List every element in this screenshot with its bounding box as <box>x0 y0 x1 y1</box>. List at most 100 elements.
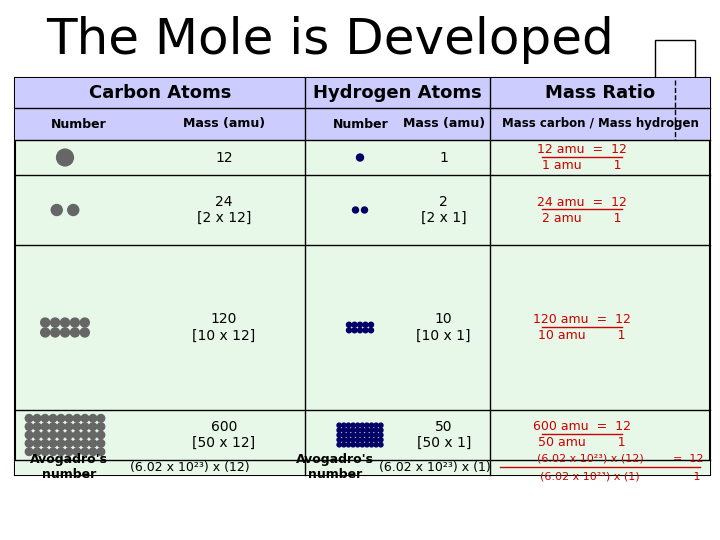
Circle shape <box>369 428 374 433</box>
Circle shape <box>365 437 369 442</box>
Circle shape <box>60 328 70 337</box>
Circle shape <box>49 448 57 456</box>
Circle shape <box>49 431 57 439</box>
Circle shape <box>89 431 96 439</box>
Text: Mass Ratio: Mass Ratio <box>545 84 655 102</box>
FancyBboxPatch shape <box>655 40 695 80</box>
Circle shape <box>369 322 374 327</box>
Text: =  12: = 12 <box>672 454 703 463</box>
Text: Carbon Atoms: Carbon Atoms <box>89 84 231 102</box>
Circle shape <box>41 423 49 430</box>
Text: 10
[10 x 1]: 10 [10 x 1] <box>416 313 471 342</box>
Circle shape <box>351 423 355 428</box>
Circle shape <box>50 328 60 337</box>
FancyBboxPatch shape <box>15 460 710 475</box>
Text: Avogadro's
number: Avogadro's number <box>296 454 374 482</box>
Circle shape <box>360 433 364 437</box>
Circle shape <box>73 448 81 456</box>
Circle shape <box>356 437 360 442</box>
Circle shape <box>379 428 383 433</box>
Circle shape <box>356 423 360 428</box>
Circle shape <box>57 415 65 422</box>
Circle shape <box>379 442 383 447</box>
Circle shape <box>33 415 41 422</box>
Text: (6.02 x 10²³) x (1): (6.02 x 10²³) x (1) <box>540 471 640 482</box>
Text: Mass (amu): Mass (amu) <box>402 118 485 131</box>
Text: 1: 1 <box>439 151 448 165</box>
Circle shape <box>346 437 351 442</box>
Circle shape <box>369 423 374 428</box>
Circle shape <box>49 440 57 447</box>
Circle shape <box>89 440 96 447</box>
Circle shape <box>73 440 81 447</box>
Circle shape <box>97 415 104 422</box>
Circle shape <box>351 442 355 447</box>
Circle shape <box>346 328 351 333</box>
Circle shape <box>369 433 374 437</box>
Circle shape <box>33 431 41 439</box>
Circle shape <box>57 149 73 166</box>
Circle shape <box>356 442 360 447</box>
Circle shape <box>341 437 346 442</box>
Circle shape <box>89 415 96 422</box>
Circle shape <box>353 207 359 213</box>
Circle shape <box>363 322 368 327</box>
Text: 50
[50 x 1]: 50 [50 x 1] <box>417 420 471 450</box>
Circle shape <box>57 423 65 430</box>
Circle shape <box>41 448 49 456</box>
Text: Avogadro's
number: Avogadro's number <box>30 454 108 482</box>
Circle shape <box>346 433 351 437</box>
Circle shape <box>50 318 60 327</box>
Circle shape <box>360 423 364 428</box>
Circle shape <box>97 448 104 456</box>
Circle shape <box>97 431 104 439</box>
Circle shape <box>57 440 65 447</box>
Text: 24
[2 x 12]: 24 [2 x 12] <box>197 195 251 225</box>
Circle shape <box>25 440 33 447</box>
Circle shape <box>365 423 369 428</box>
Circle shape <box>365 433 369 437</box>
Text: 12 amu  =  12: 12 amu = 12 <box>537 143 627 156</box>
Circle shape <box>97 440 104 447</box>
Text: 600
[50 x 12]: 600 [50 x 12] <box>192 420 256 450</box>
Circle shape <box>49 423 57 430</box>
Circle shape <box>25 431 33 439</box>
Circle shape <box>81 440 89 447</box>
Circle shape <box>25 423 33 430</box>
Circle shape <box>369 328 374 333</box>
Text: 12: 12 <box>215 151 233 165</box>
Text: 50 amu        1: 50 amu 1 <box>538 436 626 449</box>
Text: 10 amu        1: 10 amu 1 <box>539 329 626 342</box>
Circle shape <box>341 442 346 447</box>
Circle shape <box>81 328 89 337</box>
Circle shape <box>81 318 89 327</box>
Circle shape <box>66 415 73 422</box>
Circle shape <box>33 423 41 430</box>
Circle shape <box>41 318 50 327</box>
Circle shape <box>71 318 79 327</box>
Circle shape <box>41 328 50 337</box>
Circle shape <box>356 428 360 433</box>
Circle shape <box>341 423 346 428</box>
Circle shape <box>360 442 364 447</box>
Circle shape <box>369 442 374 447</box>
Circle shape <box>41 431 49 439</box>
Circle shape <box>57 448 65 456</box>
Circle shape <box>41 415 49 422</box>
FancyBboxPatch shape <box>15 78 710 475</box>
Circle shape <box>363 328 368 333</box>
Circle shape <box>73 431 81 439</box>
Circle shape <box>51 205 62 215</box>
Circle shape <box>374 437 379 442</box>
Circle shape <box>337 437 341 442</box>
Circle shape <box>81 423 89 430</box>
Circle shape <box>68 205 78 215</box>
Circle shape <box>346 442 351 447</box>
Circle shape <box>374 428 379 433</box>
Circle shape <box>337 428 341 433</box>
Circle shape <box>25 415 33 422</box>
Circle shape <box>66 448 73 456</box>
Circle shape <box>351 433 355 437</box>
Text: 1: 1 <box>676 471 701 482</box>
Circle shape <box>379 437 383 442</box>
